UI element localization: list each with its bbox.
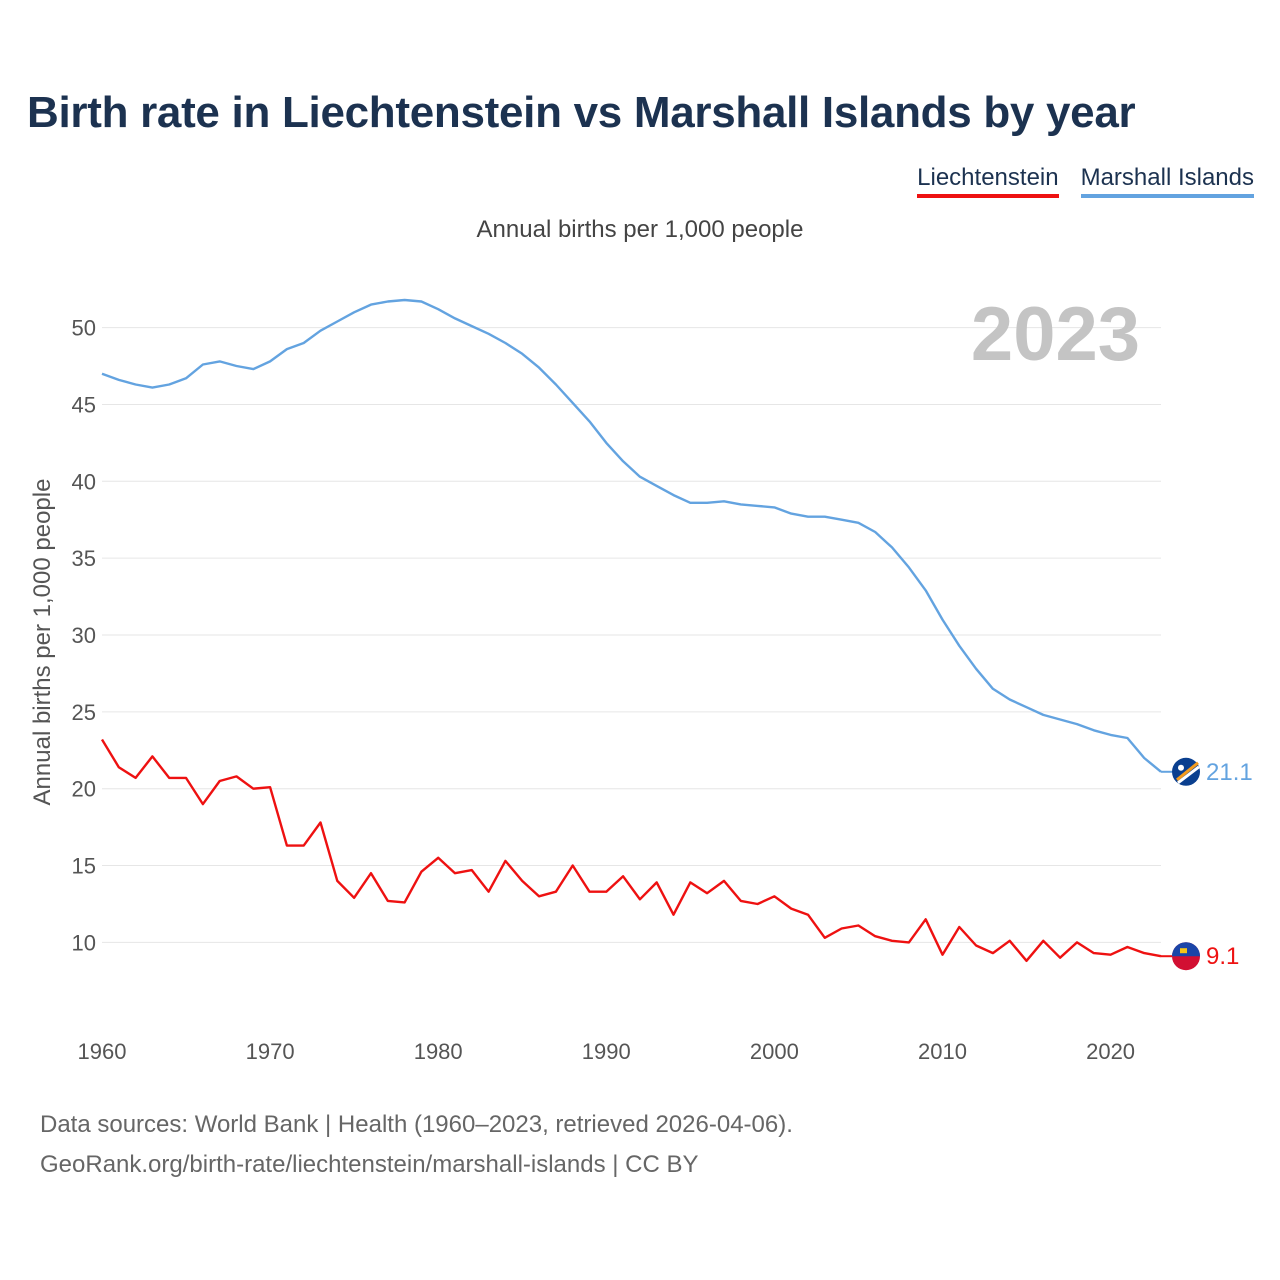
y-tick-label-35: 35 xyxy=(72,546,96,571)
flag-crown xyxy=(1180,948,1187,954)
flag-icon-marshall-islands xyxy=(1172,757,1200,786)
flag-icon-liechtenstein xyxy=(1172,942,1200,971)
end-value-label-liechtenstein: 9.1 xyxy=(1206,943,1239,970)
flag-stripe-orange xyxy=(1176,761,1199,781)
footer: Data sources: World Bank | Health (1960–… xyxy=(40,1105,793,1185)
x-tick-label-2010: 2010 xyxy=(918,1039,967,1064)
flag-star xyxy=(1178,764,1184,771)
x-tick-label-1960: 1960 xyxy=(78,1039,127,1064)
legend-item-marshall-islands[interactable]: Marshall Islands xyxy=(1080,164,1254,198)
y-tick-label-25: 25 xyxy=(72,700,96,725)
legend: Liechtenstein Marshall Islands xyxy=(917,164,1254,198)
year-label: 2023 xyxy=(971,292,1140,377)
legend-item-liechtenstein[interactable]: Liechtenstein xyxy=(917,164,1059,198)
x-tick-label-2020: 2020 xyxy=(1086,1039,1135,1064)
chart-subtitle: Annual births per 1,000 people xyxy=(476,216,804,243)
y-tick-label-40: 40 xyxy=(72,469,96,494)
series-line-marshall-islands[interactable] xyxy=(101,298,1162,773)
y-tick-label-15: 15 xyxy=(72,854,96,879)
flag-stripe-white xyxy=(1177,765,1200,784)
series-line-liechtenstein[interactable] xyxy=(100,738,1162,962)
y-axis-label: Annual births per 1,000 people xyxy=(29,479,56,806)
x-tick-label-2000: 2000 xyxy=(750,1039,799,1064)
chart-title: Birth rate in Liechtenstein vs Marshall … xyxy=(27,88,1136,137)
end-value-label-marshall-islands: 21.1 xyxy=(1206,759,1253,786)
y-tick-label-50: 50 xyxy=(72,316,96,341)
y-tick-label-20: 20 xyxy=(72,777,96,802)
y-tick-label-45: 45 xyxy=(72,392,96,417)
footer-source: Data sources: World Bank | Health (1960–… xyxy=(40,1111,793,1138)
y-tick-label-10: 10 xyxy=(72,930,96,955)
x-tick-label-1970: 1970 xyxy=(246,1039,295,1064)
footer-link[interactable]: GeoRank.org/birth-rate/liechtenstein/mar… xyxy=(40,1151,699,1178)
x-tick-label-1980: 1980 xyxy=(414,1039,463,1064)
y-tick-label-30: 30 xyxy=(72,623,96,648)
x-tick-label-1990: 1990 xyxy=(582,1039,631,1064)
